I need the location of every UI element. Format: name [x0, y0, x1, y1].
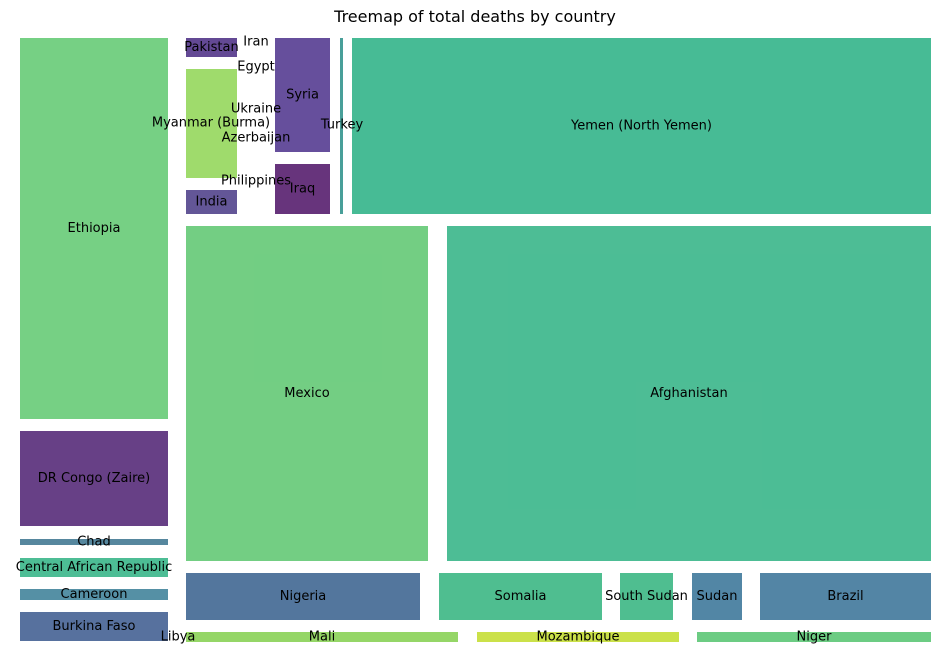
treemap-label-mexico: Mexico — [284, 386, 329, 401]
treemap-label-dr-congo-zaire: DR Congo (Zaire) — [38, 471, 150, 486]
treemap-cell-myanmar-burma — [186, 69, 237, 178]
treemap-label-iran: Iran — [243, 35, 268, 50]
treemap-label-ethiopia: Ethiopia — [68, 221, 121, 236]
treemap-cell-afghanistan — [447, 226, 931, 561]
treemap-cell-somalia — [439, 573, 602, 620]
treemap-label-sudan: Sudan — [697, 589, 738, 604]
treemap-cell-south-sudan — [620, 573, 673, 620]
treemap-label-cameroon: Cameroon — [61, 587, 128, 602]
treemap-cell-india — [186, 190, 237, 214]
treemap-label-niger: Niger — [797, 630, 833, 645]
treemap-label-mali: Mali — [309, 630, 335, 645]
treemap-cell-chad — [20, 539, 168, 545]
treemap-label-ukraine: Ukraine — [231, 102, 281, 117]
treemap-label-philippines: Philippines — [221, 174, 291, 189]
treemap-label-brazil: Brazil — [827, 589, 863, 604]
treemap-cell-cameroon — [20, 589, 168, 600]
chart-title: Treemap of total deaths by country — [334, 7, 616, 26]
treemap-label-syria: Syria — [286, 88, 319, 103]
treemap-cell-dr-congo-zaire — [20, 431, 168, 526]
treemap-cell-yemen-north-yemen — [352, 38, 931, 214]
treemap-label-nigeria: Nigeria — [280, 589, 327, 604]
treemap-label-myanmar-burma: Myanmar (Burma) — [152, 116, 270, 131]
treemap-cell-syria — [275, 38, 330, 152]
treemap-label-iraq: Iraq — [290, 182, 315, 197]
treemap-label-burkina-faso: Burkina Faso — [53, 619, 136, 634]
treemap-cell-sudan — [692, 573, 742, 620]
treemap-cell-ethiopia — [20, 38, 168, 419]
treemap-cell-burkina-faso — [20, 612, 168, 641]
treemap-label-somalia: Somalia — [494, 589, 546, 604]
treemap-cell-brazil — [760, 573, 931, 620]
treemap-label-south-sudan: South Sudan — [605, 589, 688, 604]
treemap-label-pakistan: Pakistan — [184, 40, 238, 55]
treemap-label-afghanistan: Afghanistan — [650, 386, 727, 401]
treemap-label-libya: Libya — [161, 630, 196, 645]
treemap-label-turkey: Turkey — [320, 118, 364, 133]
treemap-label-azerbaijan: Azerbaijan — [222, 131, 291, 146]
treemap-cell-turkey — [340, 38, 343, 214]
treemap-cell-mozambique — [477, 632, 679, 642]
treemap-label-central-african-republic: Central African Republic — [16, 560, 172, 575]
treemap-label-india: India — [196, 195, 228, 210]
treemap-cell-niger — [697, 632, 931, 642]
treemap-cell-iraq — [275, 164, 330, 214]
treemap-label-yemen-north-yemen: Yemen (North Yemen) — [570, 119, 712, 134]
treemap-cell-mali — [186, 632, 458, 642]
treemap-cell-mexico — [186, 226, 428, 561]
treemap-cell-central-african-republic — [20, 558, 168, 577]
treemap-cell-pakistan — [186, 38, 237, 57]
treemap-label-egypt: Egypt — [237, 60, 275, 75]
treemap-cell-nigeria — [186, 573, 420, 620]
treemap-label-mozambique: Mozambique — [537, 630, 620, 645]
treemap-label-chad: Chad — [77, 535, 111, 550]
